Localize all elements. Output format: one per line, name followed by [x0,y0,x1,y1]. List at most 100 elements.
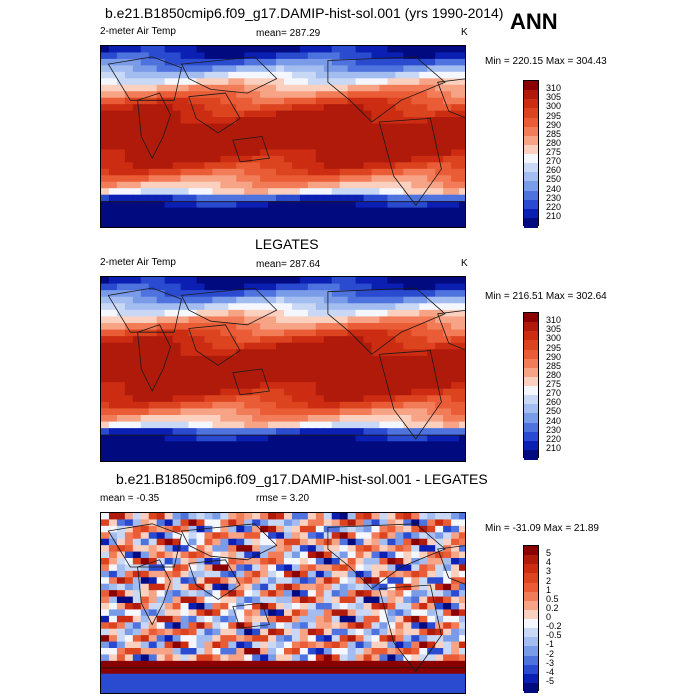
colorbar-segment [524,172,538,182]
colorbar-tick-label: -1 [546,639,555,650]
colorbar-tick-label: 0.2 [546,602,559,613]
colorbar-segment [524,386,538,396]
colorbar-tick-label: 3 [546,566,552,577]
colorbar-segment [524,600,538,611]
colorbar-tick-label: 0 [546,612,552,622]
colorbar-segment [524,349,538,360]
colorbar-segment [524,555,538,565]
colorbar-tick-label: 310 [546,315,562,326]
colorbar-tick-label: 290 [546,351,562,362]
colorbar-tick-label: 220 [546,433,562,444]
colorbar-segment [524,376,538,387]
colorbar-segment [524,395,538,405]
colorbar-tick-label: 280 [546,369,562,380]
panel-1-title: b.e21.B1850cmip6.f09_g17.DAMIP-hist-sol.… [105,5,504,21]
panel-2-title: LEGATES [255,236,319,252]
colorbar-tick-label: -0.5 [546,630,562,641]
panel-2-mean-label: mean= 287.64 [256,259,321,270]
panel-1-units-label: K [461,27,468,38]
colorbar-segment [524,208,538,219]
colorbar-tick-label: 300 [546,333,562,344]
colorbar-segment [524,404,538,414]
colorbar-tick-label: 0.5 [546,593,559,604]
colorbar-tick-label: 240 [546,183,562,194]
colorbar-segment [524,181,538,191]
colorbar-segment [524,126,538,137]
colorbar-tick-label: -0.2 [546,621,562,632]
colorbar-tick-label: 300 [546,101,562,112]
colorbar-tick-label: 295 [546,342,562,353]
colorbar-tick-label: 310 [546,83,562,94]
colorbar-segment [524,99,538,109]
colorbar-tick-label: 230 [546,424,562,435]
colorbar-tick-label: 240 [546,415,562,426]
colorbar-segment [524,431,538,442]
colorbar-segment [524,190,538,201]
colorbar-segment [524,322,538,332]
colorbar-segment [524,413,538,423]
colorbar-segment [524,440,538,451]
colorbar-tick-label: 275 [546,147,562,157]
colorbar-segment [524,108,538,118]
colorbar-segment [524,422,538,433]
colorbar-segment [524,564,538,574]
colorbar-tick-label: 230 [546,192,562,203]
colorbar-segment [524,664,538,675]
colorbar-tick-label: 250 [546,174,562,185]
colorbar-segment [524,90,538,100]
colorbar-segment [524,340,538,350]
panel-3-map [100,512,466,694]
colorbar-segment [524,199,538,210]
panel-2-map [100,276,466,462]
colorbar-segment [524,682,538,693]
panel-2-colorbar [523,312,539,460]
colorbar-segment [524,573,538,583]
colorbar-tick-label: -4 [546,666,555,677]
colorbar-tick-label: 5 [546,548,552,559]
season-label: ANN [510,9,558,34]
colorbar-segment [524,144,538,155]
colorbar-tick-label: 295 [546,110,562,121]
panel-2-minmax: Min = 216.51 Max = 302.64 [485,291,607,302]
colorbar-segment [524,591,538,602]
panel-1-minmax: Min = 220.15 Max = 304.43 [485,56,607,67]
colorbar-tick-label: 285 [546,128,562,139]
panel-3-rmse-label: rmse = 3.20 [256,493,310,504]
colorbar-tick-label: 270 [546,156,562,167]
panel-1-colorbar [523,80,539,228]
colorbar-tick-label: 260 [546,397,562,408]
panel-2-variable-label: 2-meter Air Temp [100,257,176,268]
colorbar-segment [524,163,538,173]
colorbar-segment [524,313,538,323]
colorbar-tick-label: 280 [546,137,562,148]
colorbar-segment [524,358,538,369]
colorbar-segment [524,217,538,228]
colorbar-tick-label: 250 [546,406,562,417]
colorbar-tick-label: 285 [546,360,562,371]
panel-3-title: b.e21.B1850cmip6.f09_g17.DAMIP-hist-sol.… [116,471,488,487]
panel-1-mean-label: mean= 287.29 [256,28,321,39]
colorbar-segment [524,619,538,629]
colorbar-segment [524,628,538,638]
panel-3-minmax: Min = -31.09 Max = 21.89 [485,523,599,534]
colorbar-tick-label: 220 [546,201,562,212]
colorbar-segment [524,673,538,684]
colorbar-segment [524,154,538,164]
colorbar-tick-label: 4 [546,557,552,568]
colorbar-segment [524,582,538,593]
colorbar-segment [524,81,538,91]
colorbar-tick-label: 1 [546,584,552,595]
colorbar-tick-label: 275 [546,379,562,389]
panel-3-colorbar [523,545,539,693]
colorbar-segment [524,135,538,146]
colorbar-segment [524,546,538,556]
colorbar-tick-label: 2 [546,575,552,586]
colorbar-segment [524,331,538,341]
colorbar-segment [524,655,538,666]
panel-1-map [100,45,466,228]
colorbar-tick-label: -5 [546,675,555,686]
colorbar-tick-label: 305 [546,92,562,103]
colorbar-segment [524,449,538,460]
panel-3-mean-label: mean = -0.35 [100,493,160,504]
colorbar-segment [524,637,538,647]
